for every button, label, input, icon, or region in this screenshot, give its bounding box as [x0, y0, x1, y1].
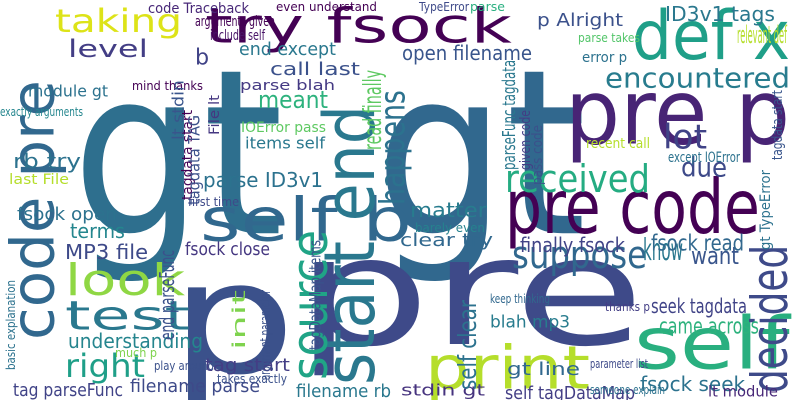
word-gt-large-right: gt	[375, 19, 587, 289]
word-recent-call: recent call	[586, 134, 651, 152]
word-parse-small: parse	[470, 0, 505, 14]
word-try-fsock: try fsock	[205, 0, 512, 54]
word-p-alright: p Alright	[537, 9, 624, 31]
word-filename-parse: filename parse	[130, 375, 261, 397]
word-arguments-given: arguments given	[195, 12, 276, 30]
word-print: print	[425, 332, 590, 400]
word-mind-thanks: mind thanks	[132, 78, 204, 93]
word-takes-exactly: takes exactly	[217, 371, 287, 386]
word-self-clear: self clear	[452, 299, 482, 390]
word-error-p: error p	[582, 48, 628, 66]
word-terms: terms	[70, 219, 125, 243]
word-exactly-arguments: exactly arguments	[0, 104, 84, 119]
word-relevant-def: relevant def	[737, 20, 787, 49]
word-parse-blah: parse blah	[240, 76, 336, 94]
word-module-gt: module gt	[28, 81, 109, 101]
word-level: level	[68, 34, 148, 63]
word-stdin-gt: stdin gt	[401, 380, 486, 400]
word-look: look	[65, 254, 186, 306]
word-mp3-file: MP3 file	[65, 240, 149, 264]
word-matter: matter	[410, 198, 487, 222]
word-suppose: suppose	[512, 232, 648, 278]
word-parsefunc-tagdata: parseFunc tagdata	[498, 59, 520, 171]
word-include-self: include self	[210, 26, 265, 44]
word-typeerror: TypeError	[419, 0, 470, 14]
word-last-file: last File	[9, 170, 69, 188]
word-due: due	[681, 151, 728, 184]
word-someone-explain: someone explain	[590, 382, 665, 397]
word-right: right	[65, 347, 145, 385]
word-filename-rb: filename rb	[296, 380, 392, 400]
word-fsock-read: fsock read	[651, 230, 745, 256]
word-finally-fsock: finally fsock	[520, 233, 625, 257]
word-understanding: understanding	[68, 329, 203, 353]
word-came-across: came across	[659, 313, 759, 339]
word-call-last: call last	[270, 58, 360, 80]
word-code-traceback: code Traceback	[148, 0, 249, 17]
word-clear-try: clear try	[400, 229, 493, 251]
word-tag-parsefunc: tag parseFunc	[13, 379, 124, 400]
word-p-large: p	[170, 228, 296, 400]
word-tagdata-start-small: tagdata start	[768, 90, 786, 160]
word-meant: meant	[258, 85, 328, 114]
word-seek-tagdata: seek tagdata	[651, 294, 748, 318]
word-tagdata-tag: tagdata TAG	[184, 114, 204, 205]
word-file-lt: File lt	[205, 94, 223, 135]
word-play-around: play around	[154, 358, 215, 373]
word-self-tagdatamap: self tagDataMap	[505, 382, 636, 400]
word-argument-parameter: argument parameter	[256, 290, 274, 380]
word-except-ioerror: except IOError	[668, 148, 741, 166]
word-b: b	[195, 44, 210, 70]
word-id3v1-tags: ID3v1 tags	[665, 2, 775, 26]
word-basic-explanation: basic explanation	[3, 279, 18, 370]
word-lt-module: lt module	[708, 382, 778, 400]
word-fsock-open: fsock open	[17, 203, 117, 225]
word-open-filename: open filename	[402, 41, 533, 65]
word-parse-takes: parse takes	[578, 30, 640, 45]
word-keep-thinking: keep thinking	[490, 291, 550, 306]
word-pre-large: pre	[295, 204, 645, 380]
word-def-x: def x	[632, 0, 791, 76]
word-gt-line: gt line	[507, 358, 580, 380]
word-taking: taking	[55, 2, 183, 40]
word-init: init	[228, 289, 250, 350]
word-parameter-list: parameter list	[590, 356, 648, 371]
word-first-time: first time	[188, 194, 240, 209]
word-pre-code: pre code	[505, 163, 760, 251]
word-even-understand: even understand	[276, 0, 377, 14]
word-self-b: self b	[200, 184, 412, 255]
word-tagdatamap-items: tagDataMap items	[305, 240, 325, 350]
word-encountered: encountered	[605, 61, 791, 95]
word-blah-mp3: blah mp3	[490, 311, 571, 332]
word-end-except: end except	[239, 38, 336, 60]
word-end-parsefunc: end parseFunc	[155, 249, 179, 340]
word-want: want	[691, 241, 739, 270]
word-pre-p: pre p	[565, 59, 791, 166]
word-fsock-close: fsock close	[185, 238, 270, 260]
word-gt-large-left: gt	[72, 19, 284, 289]
word-received: received	[505, 156, 650, 202]
word-much-p: much p	[115, 345, 158, 360]
word-gt-typeerror: gt TypeError	[756, 170, 774, 250]
word-fsock-seek: fsock seek	[640, 372, 746, 396]
word-know: know	[643, 232, 684, 268]
word-self: self	[634, 301, 790, 386]
word-tag-start: tag start	[205, 354, 290, 376]
word-read-finally: read finally	[357, 69, 387, 150]
word-items-self: items self	[245, 133, 326, 153]
word-test: test	[65, 292, 191, 340]
word-lot: lot	[663, 116, 708, 157]
word-thanks-p: thanks p	[605, 299, 650, 314]
word-barely-even: barely even	[415, 220, 485, 235]
word-ioerror-pass: IOError pass	[241, 118, 326, 136]
word-parse-id3v1: parse ID3v1	[203, 168, 324, 192]
word-pass-code: pass code	[528, 125, 546, 185]
word-rb-try: rb try	[13, 149, 81, 173]
